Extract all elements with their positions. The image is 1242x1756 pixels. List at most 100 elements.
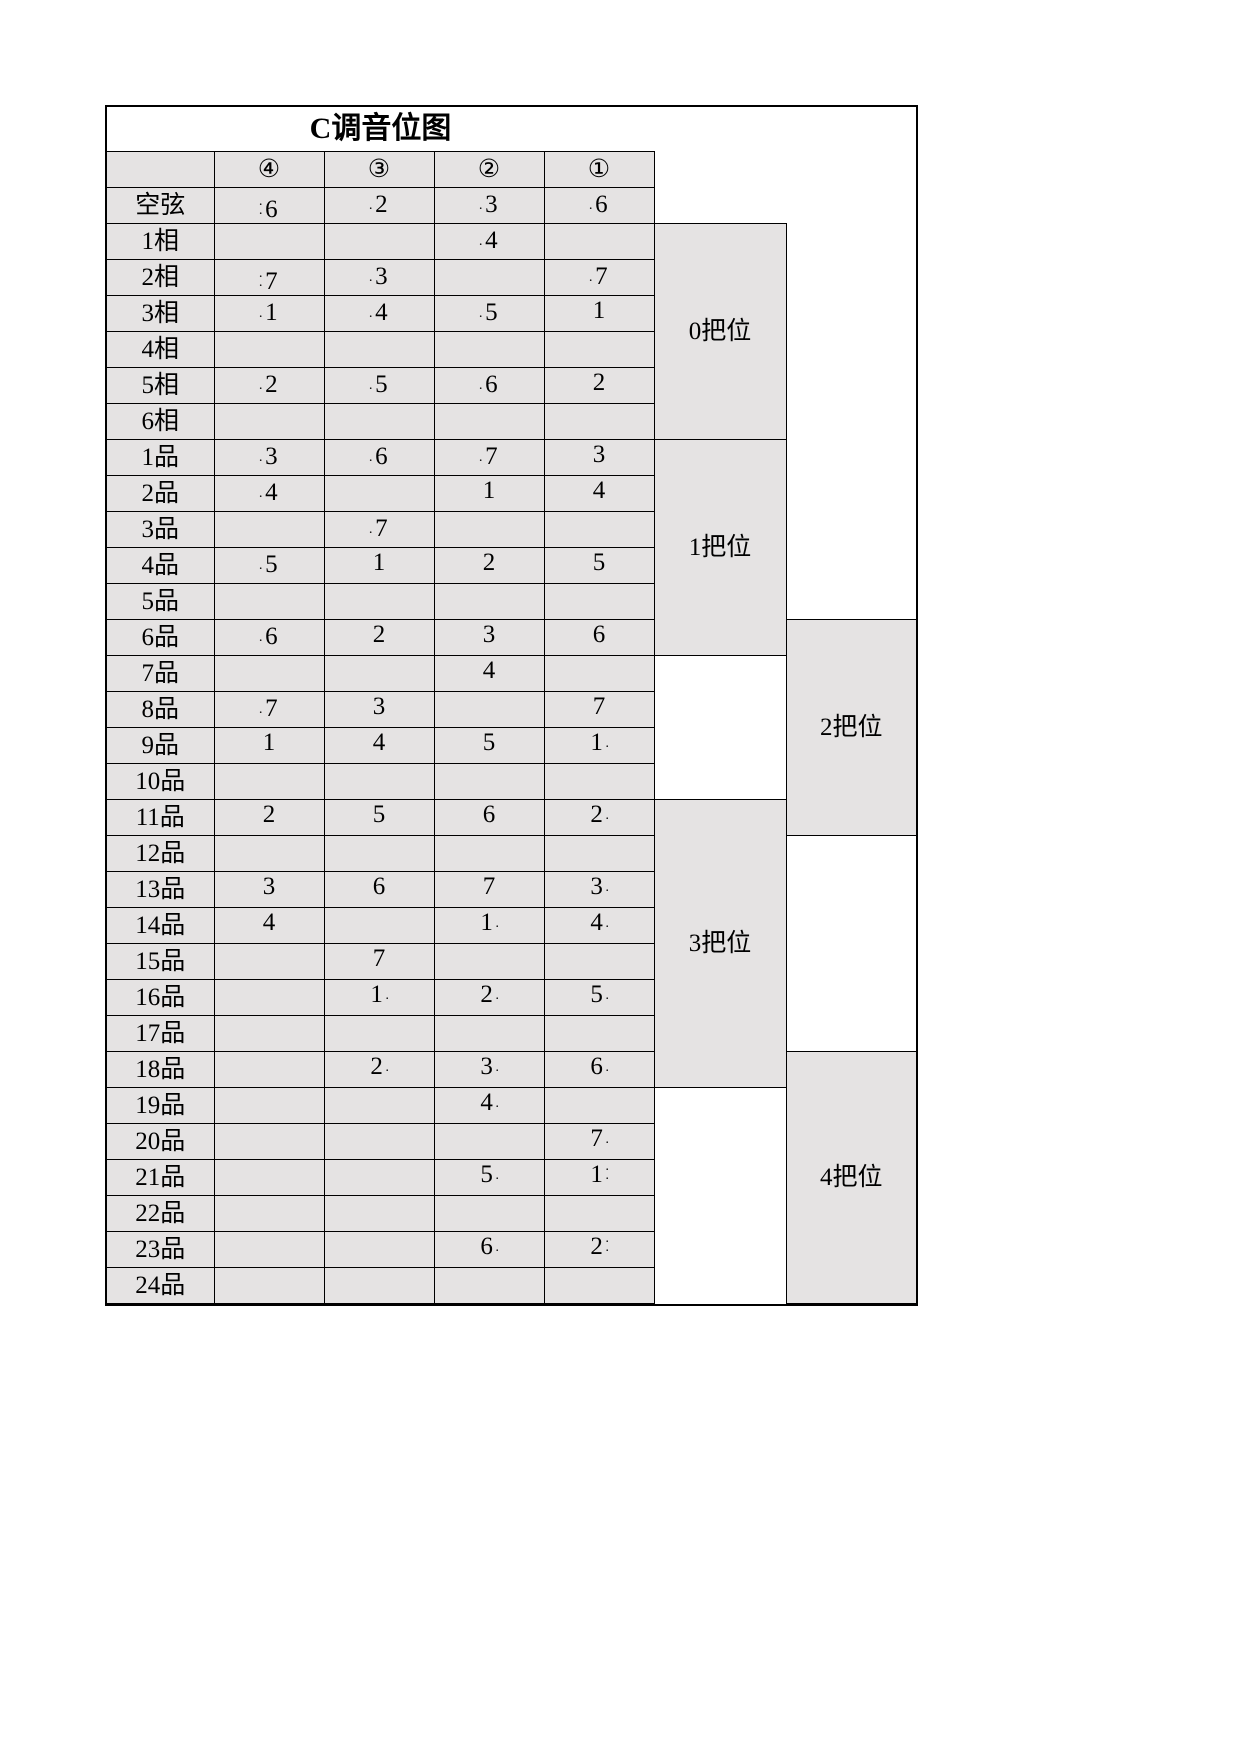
note-cell: 3 xyxy=(544,439,654,475)
note-cell xyxy=(324,1231,434,1267)
note-cell xyxy=(544,835,654,871)
pitch-position-table: C调音位图④③②①空弦··6·2·3·61相·40把位2相··7·3·73相·1… xyxy=(107,107,916,1304)
chart-title: C调音位图 xyxy=(107,107,654,151)
note-cell xyxy=(544,655,654,691)
row-label: 18品 xyxy=(107,1051,214,1087)
position-label-2: 2把位 xyxy=(786,619,916,835)
note-cell: ·4 xyxy=(214,475,324,511)
note-cell xyxy=(214,1267,324,1303)
note-cell: 7 xyxy=(434,871,544,907)
note-cell: 6 xyxy=(544,619,654,655)
note-cell: 7· xyxy=(544,1123,654,1159)
note-cell xyxy=(324,835,434,871)
note-cell xyxy=(214,1087,324,1123)
note-cell xyxy=(324,331,434,367)
row-label: 20品 xyxy=(107,1123,214,1159)
note-cell: 4· xyxy=(434,1087,544,1123)
spacer xyxy=(786,107,916,151)
note-cell xyxy=(544,223,654,259)
note-cell xyxy=(434,511,544,547)
note-cell xyxy=(434,763,544,799)
note-cell xyxy=(214,1231,324,1267)
spacer xyxy=(654,107,786,151)
note-cell: 4 xyxy=(214,907,324,943)
page: C调音位图④③②①空弦··6·2·3·61相·40把位2相··7·3·73相·1… xyxy=(0,0,1242,1756)
note-cell xyxy=(214,331,324,367)
note-cell xyxy=(544,583,654,619)
note-cell: 2 xyxy=(434,547,544,583)
note-cell xyxy=(544,1015,654,1051)
note-cell xyxy=(434,835,544,871)
note-cell xyxy=(434,1015,544,1051)
note-cell xyxy=(434,1195,544,1231)
note-cell: ·1 xyxy=(214,295,324,331)
row-label: 2相 xyxy=(107,259,214,295)
note-cell xyxy=(434,1123,544,1159)
position-label-2 xyxy=(786,223,916,619)
row-label: 3相 xyxy=(107,295,214,331)
note-cell: ·6 xyxy=(434,367,544,403)
note-cell xyxy=(434,403,544,439)
row-label: 1品 xyxy=(107,439,214,475)
note-cell xyxy=(214,979,324,1015)
note-cell: 3· xyxy=(434,1051,544,1087)
row-label: 2品 xyxy=(107,475,214,511)
position-label: 0把位 xyxy=(654,223,786,439)
row-label: 22品 xyxy=(107,1195,214,1231)
note-cell: ·3 xyxy=(214,439,324,475)
row-label: 1相 xyxy=(107,223,214,259)
note-cell: 4· xyxy=(544,907,654,943)
note-cell xyxy=(214,763,324,799)
row-label: 21品 xyxy=(107,1159,214,1195)
row-label: 24品 xyxy=(107,1267,214,1303)
note-cell xyxy=(434,943,544,979)
note-cell: 3 xyxy=(434,619,544,655)
row-label: 12品 xyxy=(107,835,214,871)
row-label: 13品 xyxy=(107,871,214,907)
note-cell xyxy=(214,223,324,259)
note-cell xyxy=(214,1015,324,1051)
note-cell xyxy=(324,223,434,259)
note-cell xyxy=(544,943,654,979)
note-cell: 3 xyxy=(214,871,324,907)
row-label: 5相 xyxy=(107,367,214,403)
position-label-2: 4把位 xyxy=(786,1051,916,1303)
note-cell: ··6 xyxy=(214,187,324,223)
note-cell: 2· xyxy=(434,979,544,1015)
note-cell xyxy=(324,475,434,511)
note-cell: 6 xyxy=(324,871,434,907)
row-label: 4相 xyxy=(107,331,214,367)
note-cell xyxy=(214,583,324,619)
row-label: 10品 xyxy=(107,763,214,799)
note-cell: 4 xyxy=(544,475,654,511)
row-label: 6相 xyxy=(107,403,214,439)
note-cell xyxy=(324,1267,434,1303)
note-cell: 2·· xyxy=(544,1231,654,1267)
note-cell xyxy=(324,1123,434,1159)
note-cell: ·5 xyxy=(214,547,324,583)
note-cell xyxy=(324,1195,434,1231)
position-label: 1把位 xyxy=(654,439,786,655)
row-label: 4品 xyxy=(107,547,214,583)
note-cell: ·3 xyxy=(434,187,544,223)
note-cell xyxy=(544,511,654,547)
row-label: 11品 xyxy=(107,799,214,835)
note-cell xyxy=(214,403,324,439)
row-label: 7品 xyxy=(107,655,214,691)
row-label: 16品 xyxy=(107,979,214,1015)
row-label: 14品 xyxy=(107,907,214,943)
note-cell xyxy=(324,1159,434,1195)
note-cell: ·2 xyxy=(324,187,434,223)
row-label: 19品 xyxy=(107,1087,214,1123)
note-cell xyxy=(324,1015,434,1051)
note-cell xyxy=(324,763,434,799)
note-cell: ·7 xyxy=(544,259,654,295)
note-cell xyxy=(324,1087,434,1123)
row-label: 8品 xyxy=(107,691,214,727)
note-cell: ·7 xyxy=(214,691,324,727)
note-cell: ·5 xyxy=(434,295,544,331)
note-cell xyxy=(214,655,324,691)
row-label: 6品 xyxy=(107,619,214,655)
note-cell: 2 xyxy=(324,619,434,655)
note-cell xyxy=(214,943,324,979)
